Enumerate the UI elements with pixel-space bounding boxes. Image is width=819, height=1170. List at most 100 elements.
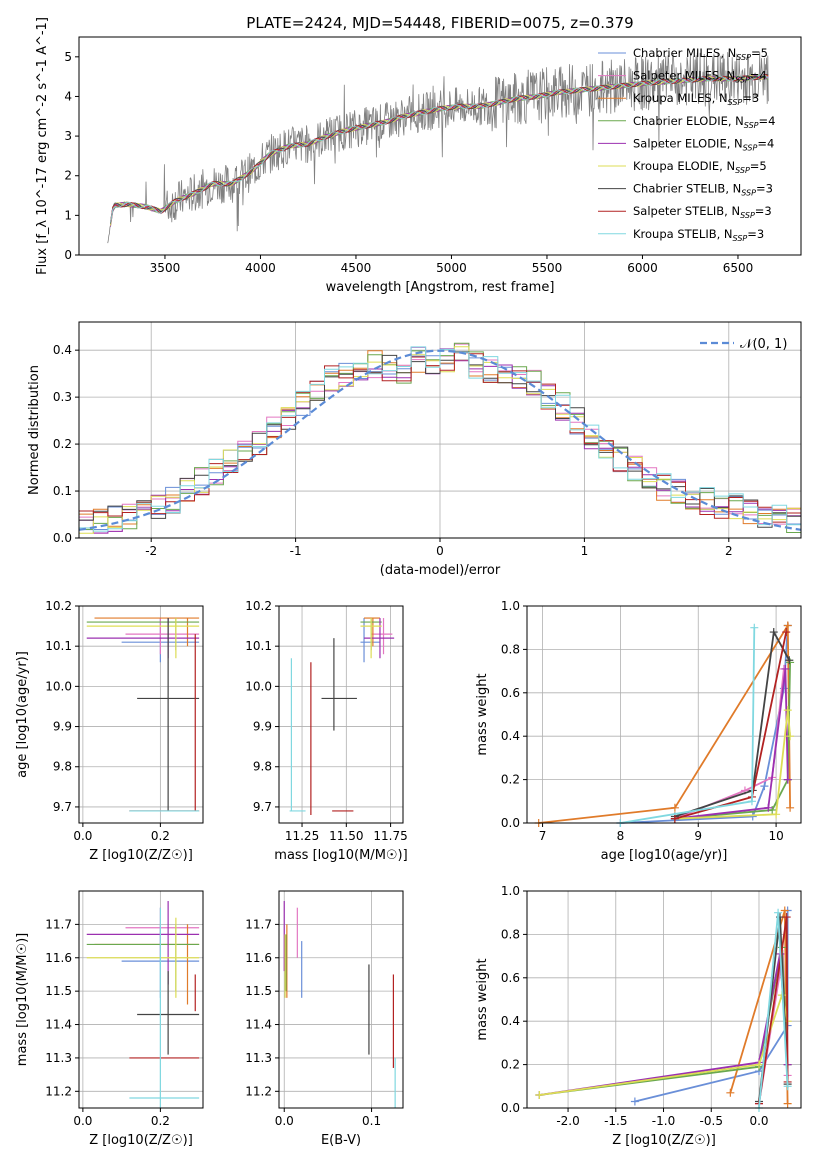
y-tick-label: 10.0 <box>45 679 72 693</box>
y-tick-label: 0.0 <box>501 1101 520 1115</box>
weight-marker-4-3 <box>783 775 792 784</box>
weight-line-8 <box>620 627 756 824</box>
y-tick-label: 11.7 <box>245 917 272 931</box>
y-tick-label: 0.1 <box>53 484 72 498</box>
y-tick-label: 10.0 <box>245 679 272 693</box>
x-tick-label: 11.75 <box>373 829 407 843</box>
y-tick-label: 0.4 <box>501 1014 520 1028</box>
y-tick-label: 0.2 <box>501 773 520 787</box>
x-tick-label: 0.0 <box>275 1114 294 1128</box>
plot-frame-mass-vs-Z <box>78 890 204 1109</box>
y-axis-label: mass weight <box>475 673 490 755</box>
y-tick-label: 2 <box>64 169 72 183</box>
model-line-8 <box>110 74 769 223</box>
weight-line-0 <box>620 625 789 824</box>
x-tick-label: 2 <box>725 544 733 558</box>
weight-marker-2-3 <box>786 803 795 812</box>
plot-frame-mass-weight-vs-Z <box>526 890 802 1109</box>
x-axis-label: E(B-V) <box>321 1133 361 1148</box>
x-tick-label: -2.0 <box>556 1114 579 1128</box>
y-tick-label: 10.2 <box>45 599 72 613</box>
x-tick-label: 8 <box>617 829 625 843</box>
x-axis-label: Z [log10(Z/Z☉)] <box>89 1133 193 1148</box>
x-tick-label: 4000 <box>245 261 276 275</box>
legend-entry-7: Salpeter STELIB, NSSP=3 <box>633 204 772 220</box>
gridlines-mass-weight-vs-age <box>527 605 801 824</box>
weight-marker-0-0 <box>630 1097 639 1106</box>
x-axis-label: age [log10(age/yr)] <box>601 848 728 863</box>
x-tick-label: 7 <box>539 829 547 843</box>
x-tick-label: -0.5 <box>700 1114 723 1128</box>
x-tick-label: 11.50 <box>329 829 363 843</box>
weight-marker-6-2 <box>769 628 778 637</box>
x-axis-label: Z [log10(Z/Z☉)] <box>612 1133 716 1148</box>
legend-entry-1: Salpeter MILES, NSSP=4 <box>633 69 767 85</box>
plot-frame-age-vs-mass <box>278 605 404 824</box>
y-tick-label: 11.7 <box>45 917 72 931</box>
y-tick-label: 5 <box>64 50 72 64</box>
x-axis-label: (data-model)/error <box>380 563 501 578</box>
x-tick-label: 5000 <box>436 261 467 275</box>
y-tick-label: 9.9 <box>253 720 272 734</box>
plot-frame-age-vs-Z <box>78 605 204 824</box>
y-tick-label: 9.7 <box>253 800 272 814</box>
y-tick-label: 10.1 <box>245 639 272 653</box>
legend-entry-4: Salpeter ELODIE, NSSP=4 <box>633 136 774 152</box>
y-axis-label: Flux [f_λ 10^-17 erg cm^-2 s^-1 A^-1] <box>35 17 50 275</box>
x-axis-label: wavelength [Angstrom, rest frame] <box>326 280 555 295</box>
x-tick-label: 0.0 <box>749 1114 768 1128</box>
x-axis-label: mass [log10(M/M☉)] <box>274 848 407 863</box>
plot-frame-mass-vs-ebv <box>278 890 404 1109</box>
y-tick-label: 0.8 <box>501 642 520 656</box>
model-line-7 <box>110 74 769 223</box>
weight-marker-7-1 <box>782 913 791 922</box>
plot-frame-mass-weight-vs-age <box>526 605 802 824</box>
weight-marker-4-1 <box>764 803 773 812</box>
y-tick-label: 0.2 <box>501 1058 520 1072</box>
x-tick-label: 0.0 <box>73 829 92 843</box>
legend-entry-5: Kroupa ELODIE, NSSP=5 <box>633 159 767 175</box>
plot-frame-spectrum <box>78 36 802 256</box>
x-tick-label: 11.25 <box>285 829 319 843</box>
x-tick-label: -2 <box>145 544 157 558</box>
y-tick-label: 0.6 <box>501 686 520 700</box>
gridlines-mass-vs-ebv <box>279 891 403 1108</box>
y-axis-label: age [log10(age/yr)] <box>15 651 30 778</box>
y-tick-label: 11.4 <box>245 1018 272 1032</box>
weight-marker-8-1 <box>774 908 783 917</box>
weight-marker-4-2 <box>781 664 790 673</box>
y-tick-label: 11.5 <box>245 984 272 998</box>
x-tick-label: -1 <box>290 544 302 558</box>
x-tick-label: -1.5 <box>604 1114 627 1128</box>
y-tick-label: 3 <box>64 129 72 143</box>
gridlines-mass-vs-Z <box>79 891 203 1108</box>
x-tick-label: 0.1 <box>362 1114 381 1128</box>
y-tick-label: 1.0 <box>501 599 520 613</box>
weight-marker-5-1 <box>754 1060 763 1069</box>
x-tick-label: 6500 <box>723 261 754 275</box>
y-tick-label: 11.3 <box>245 1051 272 1065</box>
legend-entry-6: Chabrier STELIB, NSSP=3 <box>633 182 773 198</box>
weight-marker-2-0 <box>726 1088 735 1097</box>
weight-marker-2-2 <box>783 621 792 630</box>
y-tick-label: 0.4 <box>501 729 520 743</box>
y-axis-label: mass weight <box>475 958 490 1040</box>
weight-line-5 <box>674 710 791 820</box>
y-tick-label: 0.0 <box>53 531 72 545</box>
y-tick-label: 0.6 <box>501 971 520 985</box>
y-tick-label: 0.4 <box>53 343 72 357</box>
weight-marker-7-0 <box>670 814 679 823</box>
y-tick-label: 11.6 <box>45 951 72 965</box>
x-tick-label: -1.0 <box>652 1114 675 1128</box>
weight-marker-8-2 <box>783 1082 792 1091</box>
weight-marker-5-3 <box>786 732 795 741</box>
weight-line-1 <box>674 668 785 820</box>
histogram-step-7 <box>79 352 801 523</box>
legend-entry-0: Chabrier MILES, NSSP=5 <box>633 46 768 62</box>
y-axis-label: mass [log10(M/M☉)] <box>15 933 30 1066</box>
y-tick-label: 9.8 <box>53 760 72 774</box>
y-tick-label: 9.7 <box>53 800 72 814</box>
x-tick-label: 4500 <box>341 261 372 275</box>
weight-marker-3-3 <box>786 658 795 667</box>
